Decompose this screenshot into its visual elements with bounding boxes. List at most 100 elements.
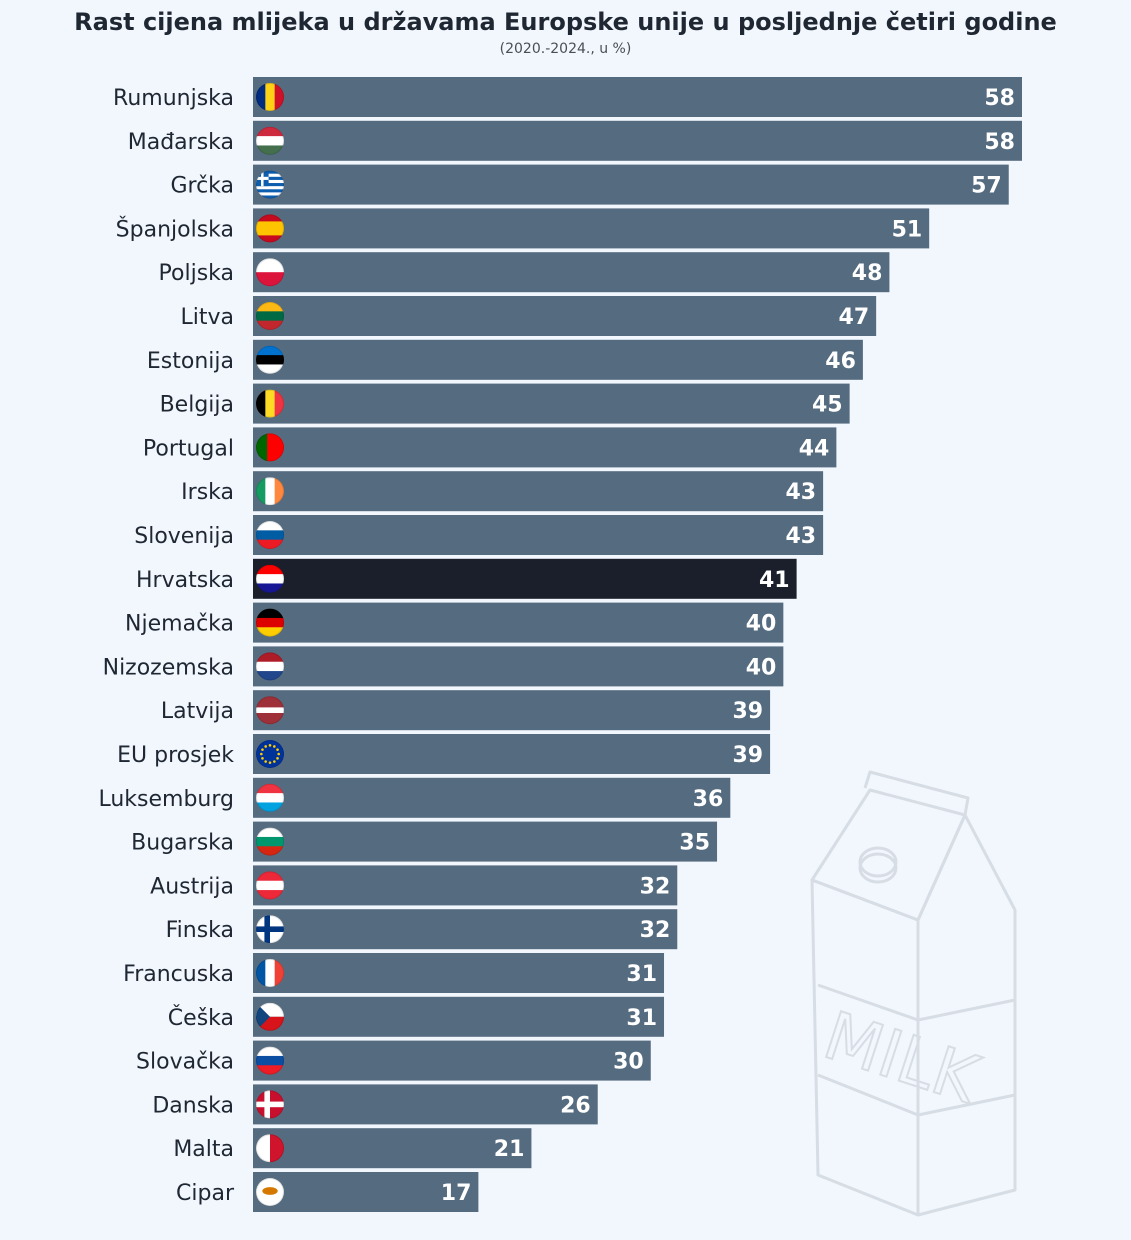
bar xyxy=(253,1172,479,1212)
bar xyxy=(253,427,837,468)
category-label: Slovačka xyxy=(136,1050,234,1075)
value-label: 39 xyxy=(732,699,763,724)
value-label: 17 xyxy=(441,1181,472,1206)
category-label: Malta xyxy=(173,1137,234,1162)
bar xyxy=(253,1128,532,1169)
flag-slovenia-icon xyxy=(256,521,284,549)
flag-hungary-icon xyxy=(256,126,284,155)
bar xyxy=(253,602,784,643)
value-label: 40 xyxy=(746,655,777,680)
flag-lithuania-icon xyxy=(256,302,284,330)
flag-cyprus-icon xyxy=(256,1178,284,1206)
flag-poland-icon xyxy=(256,258,284,287)
value-label: 46 xyxy=(825,349,856,374)
bar xyxy=(253,208,930,249)
bar xyxy=(253,164,1009,205)
milk-carton-icon: MILK xyxy=(810,770,1017,1217)
bar xyxy=(253,909,678,950)
flag-czechia-icon xyxy=(256,1002,284,1031)
bar xyxy=(253,383,850,424)
bar xyxy=(253,252,890,293)
category-label: EU prosjek xyxy=(117,743,234,768)
value-label: 45 xyxy=(812,393,843,418)
value-label: 48 xyxy=(852,261,883,286)
value-label: 58 xyxy=(984,86,1015,111)
category-label: Irska xyxy=(181,480,234,505)
flag-romania-icon xyxy=(256,83,284,111)
category-label: Estonija xyxy=(147,349,234,374)
value-label: 31 xyxy=(626,1006,657,1031)
category-label: Litva xyxy=(181,305,235,330)
bar xyxy=(253,953,665,993)
value-label: 40 xyxy=(746,612,777,637)
value-label: 44 xyxy=(799,436,830,461)
category-label: Portugal xyxy=(143,436,234,461)
category-label: Cipar xyxy=(176,1181,235,1206)
bar xyxy=(253,734,771,774)
value-label: 41 xyxy=(759,568,790,593)
flag-france-icon xyxy=(256,959,284,987)
flag-ireland-icon xyxy=(256,477,284,506)
category-label: Slovenija xyxy=(134,524,234,549)
value-label: 26 xyxy=(560,1093,591,1118)
flag-austria-icon xyxy=(256,871,284,900)
category-label: Njemačka xyxy=(125,612,234,637)
category-label: Bugarska xyxy=(131,831,234,856)
value-label: 39 xyxy=(732,743,763,768)
category-label: Nizozemska xyxy=(103,655,234,680)
chart-subtitle: (2020.-2024., u %) xyxy=(499,41,632,57)
bar xyxy=(253,690,771,731)
flag-slovakia-icon xyxy=(256,1046,284,1075)
flag-bulgaria-icon xyxy=(256,827,284,856)
category-label: Belgija xyxy=(160,393,234,418)
value-label: 35 xyxy=(679,831,710,856)
flag-estonia-icon xyxy=(256,345,284,374)
bar xyxy=(253,339,863,380)
bar xyxy=(253,865,678,906)
category-label: Španjolska xyxy=(116,216,234,242)
flag-belgium-icon xyxy=(256,389,284,418)
value-label: 43 xyxy=(785,524,816,549)
bar xyxy=(253,296,877,336)
bar xyxy=(253,120,1022,161)
flag-luxembourg-icon xyxy=(256,783,284,812)
category-label: Latvija xyxy=(161,699,234,724)
category-label: Hrvatska xyxy=(136,568,234,593)
flag-finland-icon xyxy=(256,915,284,944)
bar xyxy=(253,777,731,818)
value-label: 51 xyxy=(892,217,923,242)
category-label: Danska xyxy=(152,1093,234,1118)
bar xyxy=(253,1084,598,1125)
category-label: Finska xyxy=(166,918,234,943)
flag-croatia-icon xyxy=(256,564,284,593)
category-label: Grčka xyxy=(170,174,234,199)
category-label: Rumunjska xyxy=(113,86,234,111)
flag-eu-icon xyxy=(256,740,284,768)
bar xyxy=(253,515,824,555)
bar xyxy=(253,821,718,862)
bar xyxy=(253,996,665,1037)
bar xyxy=(253,77,1022,117)
bar xyxy=(253,558,797,599)
flag-latvia-icon xyxy=(256,696,284,725)
value-label: 31 xyxy=(626,962,657,987)
value-label: 32 xyxy=(640,874,671,899)
flag-germany-icon xyxy=(256,608,284,637)
flag-portugal-icon xyxy=(256,433,284,462)
flag-malta-icon xyxy=(256,1134,284,1163)
category-label: Mađarska xyxy=(128,130,234,155)
flag-spain-icon xyxy=(256,214,284,243)
value-label: 36 xyxy=(693,787,724,812)
category-label: Austrija xyxy=(150,874,234,899)
value-label: 30 xyxy=(613,1050,644,1075)
flag-netherlands-icon xyxy=(256,652,284,681)
category-label: Poljska xyxy=(159,261,234,286)
value-label: 47 xyxy=(839,305,870,330)
value-label: 57 xyxy=(971,174,1002,199)
value-label: 32 xyxy=(640,918,671,943)
category-label: Francuska xyxy=(123,962,234,987)
category-label: Luksemburg xyxy=(98,787,234,812)
bar xyxy=(253,471,824,512)
value-label: 21 xyxy=(494,1137,525,1162)
